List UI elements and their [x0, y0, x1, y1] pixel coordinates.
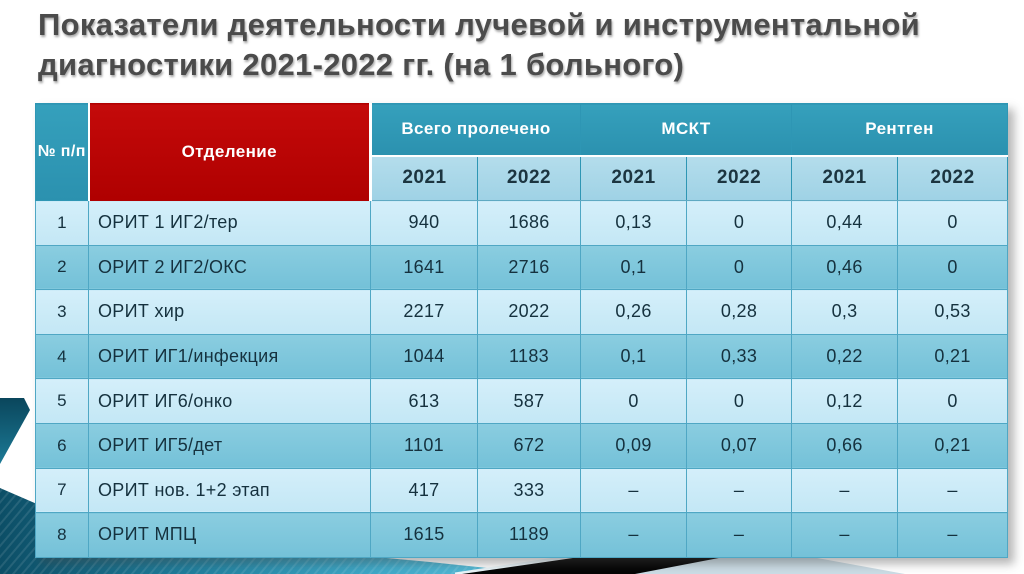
group-header-total-treated: Всего пролечено: [369, 103, 582, 157]
value-cell: 672: [476, 422, 582, 469]
table-row: 5 ОРИТ ИГ6/онко 613 587 0 0 0,12 0: [35, 378, 1009, 424]
row-number-cell: 3: [35, 289, 89, 335]
value-cell: 0,33: [686, 333, 793, 380]
value-cell: 0: [686, 244, 793, 291]
value-cell: 0,21: [897, 422, 1009, 469]
value-cell: –: [791, 512, 899, 558]
group-header-xray: Рентген: [791, 103, 1009, 157]
value-cell: 0: [897, 378, 1009, 424]
slide-title-line-2: диагностики 2021-2022 гг. (на 1 больного…: [38, 47, 685, 82]
value-cell: 0,26: [580, 289, 688, 335]
row-number-cell: 6: [35, 422, 89, 469]
value-cell: 1183: [476, 333, 582, 380]
value-cell: 1686: [476, 200, 582, 246]
year-header: 2022: [897, 155, 1009, 201]
value-cell: 0: [897, 244, 1009, 291]
value-cell: 613: [370, 378, 478, 424]
value-cell: 1189: [476, 512, 582, 558]
department-cell: ОРИТ МПЦ: [88, 512, 371, 558]
value-cell: 1101: [370, 422, 478, 469]
year-header: 2022: [476, 155, 582, 201]
value-cell: –: [897, 512, 1009, 558]
row-number-cell: 5: [35, 378, 89, 424]
department-cell: ОРИТ ИГ1/инфекция: [88, 333, 371, 380]
value-cell: 0: [686, 200, 793, 246]
value-cell: 2716: [476, 244, 582, 291]
year-header: 2021: [791, 155, 899, 201]
footer-dark-wedge: [0, 398, 30, 464]
department-cell: ОРИТ хир: [88, 289, 371, 335]
value-cell: 1044: [370, 333, 478, 380]
slide-title-line-1: Показатели деятельности лучевой и инстру…: [38, 7, 920, 42]
slide-title: Показатели деятельности лучевой и инстру…: [38, 5, 1003, 85]
value-cell: 0,07: [686, 422, 793, 469]
value-cell: 0,44: [791, 200, 899, 246]
value-cell: 0,13: [580, 200, 688, 246]
row-number-cell: 1: [35, 200, 89, 246]
value-cell: 587: [476, 378, 582, 424]
year-header: 2022: [686, 155, 793, 201]
value-cell: 0,1: [580, 244, 688, 291]
value-cell: 417: [370, 467, 478, 514]
value-cell: 0,53: [897, 289, 1009, 335]
value-cell: 940: [370, 200, 478, 246]
table-row: 8 ОРИТ МПЦ 1615 1189 – – – –: [35, 512, 1009, 558]
value-cell: –: [791, 467, 899, 514]
value-cell: 0: [580, 378, 688, 424]
value-cell: 0,12: [791, 378, 899, 424]
value-cell: 0: [897, 200, 1009, 246]
value-cell: 0,1: [580, 333, 688, 380]
value-cell: 0,22: [791, 333, 899, 380]
group-header-msct: МСКТ: [580, 103, 793, 157]
table-row: 1 ОРИТ 1 ИГ2/тер 940 1686 0,13 0 0,44 0: [35, 200, 1009, 246]
value-cell: 333: [476, 467, 582, 514]
value-cell: 0: [686, 378, 793, 424]
value-cell: 0,3: [791, 289, 899, 335]
row-number-cell: 4: [35, 333, 89, 380]
department-cell: ОРИТ 2 ИГ2/ОКС: [88, 244, 371, 291]
table-row: 7 ОРИТ нов. 1+2 этап 417 333 – – – –: [35, 467, 1009, 514]
table-row: 6 ОРИТ ИГ5/дет 1101 672 0,09 0,07 0,66 0…: [35, 422, 1009, 469]
table-row: 2 ОРИТ 2 ИГ2/ОКС 1641 2716 0,1 0 0,46 0: [35, 244, 1009, 291]
department-header-cell: Отделение: [87, 103, 372, 201]
value-cell: 0,66: [791, 422, 899, 469]
value-cell: 2217: [370, 289, 478, 335]
corner-header-cell: № п/п: [35, 103, 89, 201]
value-cell: 1641: [370, 244, 478, 291]
value-cell: –: [897, 467, 1009, 514]
department-cell: ОРИТ ИГ6/онко: [88, 378, 371, 424]
value-cell: 1615: [370, 512, 478, 558]
department-cell: ОРИТ нов. 1+2 этап: [88, 467, 371, 514]
value-cell: 0,09: [580, 422, 688, 469]
department-cell: ОРИТ 1 ИГ2/тер: [88, 200, 371, 246]
row-number-cell: 7: [35, 467, 89, 514]
table-row: 3 ОРИТ хир 2217 2022 0,26 0,28 0,3 0,53: [35, 289, 1009, 335]
value-cell: –: [686, 512, 793, 558]
value-cell: –: [580, 467, 688, 514]
value-cell: 0,28: [686, 289, 793, 335]
statistics-table: № п/п Отделение Всего пролечено МСКТ Рен…: [35, 103, 1009, 558]
value-cell: 0,21: [897, 333, 1009, 380]
value-cell: –: [686, 467, 793, 514]
table-row: 4 ОРИТ ИГ1/инфекция 1044 1183 0,1 0,33 0…: [35, 333, 1009, 380]
year-header: 2021: [580, 155, 688, 201]
row-number-cell: 2: [35, 244, 89, 291]
row-number-cell: 8: [35, 512, 89, 558]
year-header: 2021: [370, 155, 478, 201]
value-cell: –: [580, 512, 688, 558]
value-cell: 2022: [476, 289, 582, 335]
department-cell: ОРИТ ИГ5/дет: [88, 422, 371, 469]
value-cell: 0,46: [791, 244, 899, 291]
